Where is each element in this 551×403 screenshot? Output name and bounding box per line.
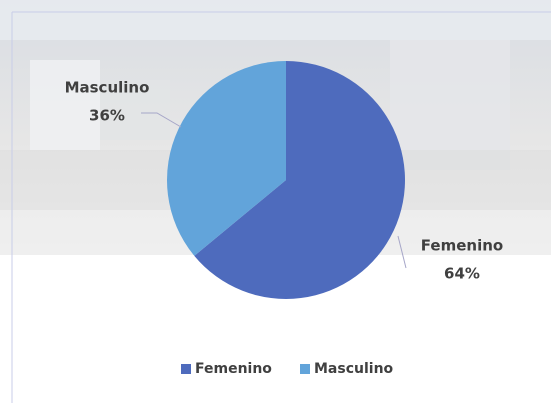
legend-label: Femenino bbox=[195, 361, 272, 377]
pie-slice bbox=[194, 61, 405, 299]
legend-swatch bbox=[300, 364, 310, 374]
pie: Femenino 64% Masculino 36% bbox=[65, 61, 503, 299]
legend: Femenino Masculino bbox=[181, 361, 394, 377]
data-label-value: 36% bbox=[89, 107, 125, 125]
legend-label: Masculino bbox=[314, 361, 394, 377]
pie-slice bbox=[167, 61, 286, 256]
data-label-name: Masculino bbox=[65, 79, 150, 97]
leader-line bbox=[397, 235, 407, 269]
data-label-value: 64% bbox=[444, 265, 480, 283]
leader-line bbox=[141, 112, 182, 128]
legend-swatch bbox=[181, 364, 191, 374]
data-label-name: Femenino bbox=[421, 237, 503, 255]
